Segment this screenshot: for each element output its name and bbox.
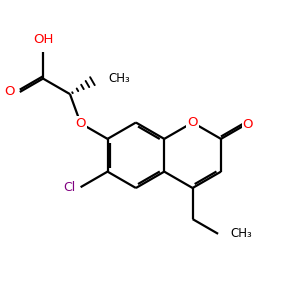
Text: O: O <box>187 116 198 129</box>
Text: Cl: Cl <box>63 181 75 194</box>
Text: O: O <box>4 85 14 98</box>
Text: CH₃: CH₃ <box>108 72 130 85</box>
Text: OH: OH <box>33 34 53 46</box>
Text: O: O <box>75 117 86 130</box>
Text: O: O <box>243 118 253 130</box>
Text: CH₃: CH₃ <box>230 227 252 240</box>
